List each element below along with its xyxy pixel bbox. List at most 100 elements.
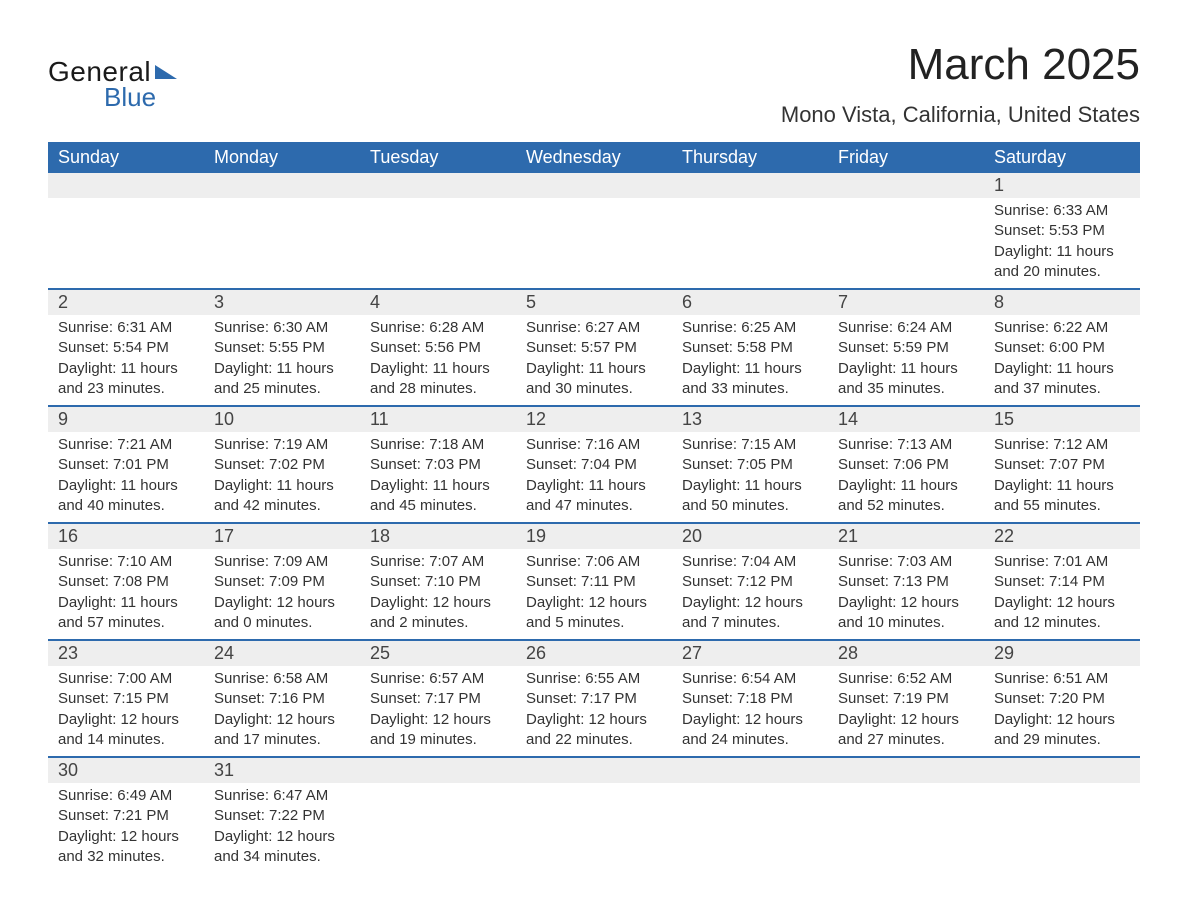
sunset-text — [984, 806, 1140, 826]
sunrise-text: Sunrise: 6:33 AM — [984, 198, 1140, 221]
daylight-text: Daylight: 11 hours — [516, 359, 672, 379]
day-number — [828, 173, 984, 198]
day-number: 2 — [48, 290, 204, 315]
weeks-container: 1Sunrise: 6:33 AMSunset: 5:53 PM Daylight… — [48, 173, 1140, 873]
calendar-week: 9101112131415Sunrise: 7:21 AMSunrise: 7:… — [48, 405, 1140, 522]
sunrise-text: Sunrise: 6:58 AM — [204, 666, 360, 689]
calendar-week: 3031Sunrise: 6:49 AMSunrise: 6:47 AMSuns… — [48, 756, 1140, 873]
day-number: 13 — [672, 407, 828, 432]
day-number — [516, 758, 672, 783]
daylight-text: Daylight: 11 hours — [984, 359, 1140, 379]
daylight-text — [516, 242, 672, 262]
sunrise-text: Sunrise: 6:24 AM — [828, 315, 984, 338]
day-label-tuesday: Tuesday — [360, 142, 516, 173]
sunset-text: Sunset: 7:17 PM — [516, 689, 672, 709]
sunrise-text: Sunrise: 7:21 AM — [48, 432, 204, 455]
daylight-text-cont — [204, 262, 360, 288]
daydata-row: Sunrise: 6:49 AMSunrise: 6:47 AM — [48, 783, 1140, 806]
sunset-text: Sunset: 7:17 PM — [360, 689, 516, 709]
sunrise-text: Sunrise: 6:22 AM — [984, 315, 1140, 338]
daylight-text — [984, 827, 1140, 847]
logo-text-blue: Blue — [104, 82, 156, 113]
sunset-text: Sunset: 7:18 PM — [672, 689, 828, 709]
daylight-text-cont: and 23 minutes. — [48, 379, 204, 405]
sunrise-text: Sunrise: 6:57 AM — [360, 666, 516, 689]
daylight-text: Daylight: 12 hours — [516, 593, 672, 613]
daylight-text: Daylight: 12 hours — [828, 710, 984, 730]
daylight-text: Daylight: 11 hours — [48, 476, 204, 496]
sunrise-text: Sunrise: 6:30 AM — [204, 315, 360, 338]
daynum-row: 23242526272829 — [48, 641, 1140, 666]
day-number: 22 — [984, 524, 1140, 549]
sunrise-text: Sunrise: 7:01 AM — [984, 549, 1140, 572]
daylight-text: Daylight: 12 hours — [204, 593, 360, 613]
sunset-text: Sunset: 7:15 PM — [48, 689, 204, 709]
day-number: 14 — [828, 407, 984, 432]
daylight-text-cont: and 34 minutes. — [204, 847, 360, 873]
day-number — [360, 173, 516, 198]
daylight-text-cont — [984, 847, 1140, 873]
daylight-text: Daylight: 11 hours — [828, 359, 984, 379]
day-number: 10 — [204, 407, 360, 432]
daylight-text-cont — [48, 262, 204, 288]
daylight-text-cont: and 24 minutes. — [672, 730, 828, 756]
daylight-text-cont — [516, 847, 672, 873]
sunset-text — [360, 806, 516, 826]
day-number: 11 — [360, 407, 516, 432]
daydata-row: and 32 minutes.and 34 minutes. — [48, 847, 1140, 873]
day-label-friday: Friday — [828, 142, 984, 173]
daydata-row: Daylight: 11 hoursDaylight: 11 hoursDayl… — [48, 359, 1140, 379]
sunset-text: Sunset: 5:55 PM — [204, 338, 360, 358]
day-number: 18 — [360, 524, 516, 549]
sunrise-text: Sunrise: 6:51 AM — [984, 666, 1140, 689]
day-number — [516, 173, 672, 198]
daynum-row: 1 — [48, 173, 1140, 198]
calendar-header-row: Sunday Monday Tuesday Wednesday Thursday… — [48, 142, 1140, 173]
sunrise-text: Sunrise: 7:04 AM — [672, 549, 828, 572]
daydata-row: Sunset: 5:53 PM — [48, 221, 1140, 241]
daydata-row: Sunset: 5:54 PMSunset: 5:55 PMSunset: 5:… — [48, 338, 1140, 358]
sunrise-text: Sunrise: 6:31 AM — [48, 315, 204, 338]
daylight-text-cont: and 28 minutes. — [360, 379, 516, 405]
daylight-text: Daylight: 12 hours — [672, 593, 828, 613]
sunrise-text — [672, 198, 828, 221]
sunset-text: Sunset: 7:08 PM — [48, 572, 204, 592]
daylight-text: Daylight: 11 hours — [48, 359, 204, 379]
sunrise-text: Sunrise: 7:06 AM — [516, 549, 672, 572]
daylight-text-cont — [672, 847, 828, 873]
sunrise-text — [360, 783, 516, 806]
sunset-text: Sunset: 7:13 PM — [828, 572, 984, 592]
sunset-text: Sunset: 7:09 PM — [204, 572, 360, 592]
daylight-text-cont — [516, 262, 672, 288]
daylight-text — [516, 827, 672, 847]
daylight-text-cont: and 37 minutes. — [984, 379, 1140, 405]
day-label-monday: Monday — [204, 142, 360, 173]
daydata-row: Sunset: 7:21 PMSunset: 7:22 PM — [48, 806, 1140, 826]
daylight-text-cont: and 55 minutes. — [984, 496, 1140, 522]
sunset-text: Sunset: 7:02 PM — [204, 455, 360, 475]
daylight-text — [204, 242, 360, 262]
daylight-text: Daylight: 12 hours — [828, 593, 984, 613]
day-number: 1 — [984, 173, 1140, 198]
calendar-week: 16171819202122Sunrise: 7:10 AMSunrise: 7… — [48, 522, 1140, 639]
daylight-text-cont: and 12 minutes. — [984, 613, 1140, 639]
sunrise-text: Sunrise: 6:28 AM — [360, 315, 516, 338]
daylight-text: Daylight: 12 hours — [204, 827, 360, 847]
day-label-sunday: Sunday — [48, 142, 204, 173]
sunrise-text: Sunrise: 7:00 AM — [48, 666, 204, 689]
daylight-text — [672, 827, 828, 847]
day-number: 17 — [204, 524, 360, 549]
sunrise-text: Sunrise: 6:27 AM — [516, 315, 672, 338]
sunrise-text — [48, 198, 204, 221]
daydata-row: Daylight: 12 hoursDaylight: 12 hours — [48, 827, 1140, 847]
daydata-row: Daylight: 11 hoursDaylight: 11 hoursDayl… — [48, 476, 1140, 496]
daynum-row: 9101112131415 — [48, 407, 1140, 432]
daylight-text-cont: and 45 minutes. — [360, 496, 516, 522]
sunrise-text — [984, 783, 1140, 806]
day-number: 20 — [672, 524, 828, 549]
day-number — [984, 758, 1140, 783]
sunset-text: Sunset: 5:58 PM — [672, 338, 828, 358]
daylight-text-cont: and 10 minutes. — [828, 613, 984, 639]
daylight-text: Daylight: 12 hours — [204, 710, 360, 730]
sunset-text: Sunset: 7:04 PM — [516, 455, 672, 475]
